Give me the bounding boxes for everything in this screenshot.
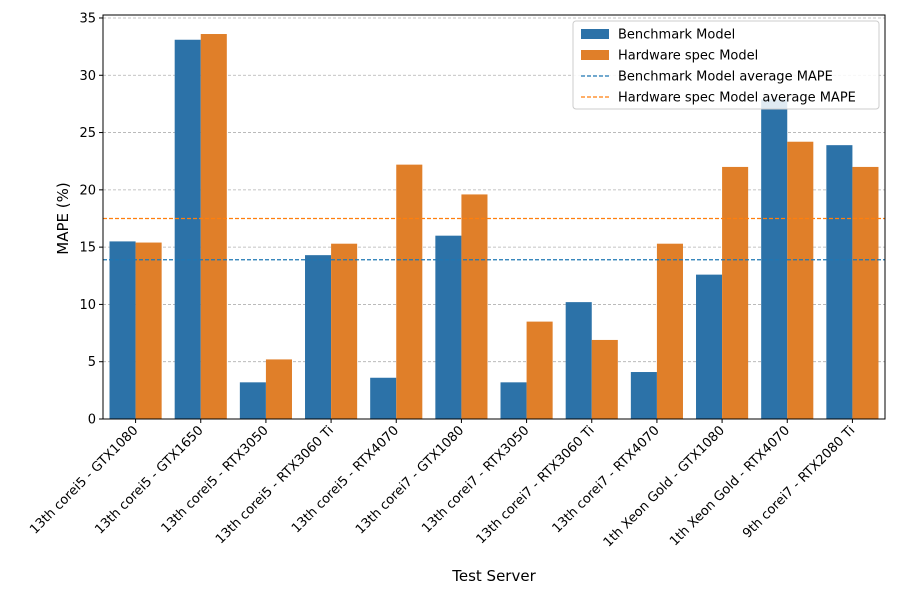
grid-lines <box>103 17 885 420</box>
bar-benchmark <box>630 372 657 419</box>
x-tick-label: 13th corei5 - GTX1080 <box>27 423 141 537</box>
legend-label: Hardware spec Model average MAPE <box>618 91 856 106</box>
bar-benchmark <box>565 302 592 419</box>
bar-hardware-spec <box>656 243 683 419</box>
y-tick-label: 5 <box>88 355 96 370</box>
bar-benchmark <box>435 235 462 419</box>
legend-label: Hardware spec Model <box>618 49 758 64</box>
legend-swatch <box>581 29 609 39</box>
x-tick-label: 9th corei7 - RTX2080 Ti <box>740 423 858 541</box>
bar-benchmark <box>826 145 853 419</box>
reference-lines <box>103 217 885 261</box>
x-tick-label: 13th corei5 - GTX1650 <box>92 423 206 537</box>
x-tick-label: 13th corei7 - RTX3060 Ti <box>474 423 598 547</box>
bar-hardware-spec <box>526 321 553 419</box>
bar-benchmark <box>109 241 136 419</box>
y-tick-label: 0 <box>88 413 96 428</box>
bar-hardware-spec <box>591 339 618 419</box>
y-tick-label: 30 <box>79 69 96 84</box>
legend-box <box>572 20 880 110</box>
plot-frame <box>102 14 886 420</box>
legend-label: Benchmark Model <box>618 28 735 43</box>
x-axis-label: Test Server <box>451 567 536 585</box>
legend-label: Benchmark Model average MAPE <box>618 70 833 85</box>
bar-benchmark <box>239 382 266 419</box>
bars <box>109 34 879 420</box>
y-axis: 0 5 10 15 20 25 30 35 <box>79 11 103 428</box>
y-tick-label: 35 <box>79 11 96 26</box>
x-tick-label: 13th corei7 - RTX4070 <box>550 423 663 536</box>
legend-swatch <box>581 50 609 60</box>
y-tick-label: 10 <box>79 298 96 313</box>
y-tick-label: 25 <box>79 126 96 141</box>
bar-hardware-spec <box>265 359 292 419</box>
bar-benchmark <box>370 377 397 419</box>
bar-hardware-spec <box>135 242 162 419</box>
bar-hardware-spec <box>722 166 749 419</box>
bar-benchmark <box>305 255 332 419</box>
bar-benchmark <box>500 382 527 419</box>
bar-benchmark <box>696 274 723 419</box>
bar-hardware-spec <box>852 166 879 419</box>
x-tick-label: 13th corei5 - RTX4070 <box>289 423 402 536</box>
bar-hardware-spec <box>461 194 488 419</box>
x-tick-label: 1th Xeon Gold - RTX4070 <box>667 423 793 549</box>
x-tick-label: 13th corei7 - RTX3050 <box>419 423 532 536</box>
y-tick-label: 15 <box>79 241 96 256</box>
bar-benchmark <box>174 39 201 420</box>
bar-hardware-spec <box>331 243 358 419</box>
y-tick-label: 20 <box>79 183 96 198</box>
y-axis-label: MAPE (%) <box>54 182 72 254</box>
x-tick-label: 13th corei5 - RTX3060 Ti <box>213 423 337 547</box>
bar-hardware-spec <box>787 141 814 419</box>
x-tick-label: 13th corei7 - GTX1080 <box>353 423 467 537</box>
legend: Benchmark Model Hardware spec Model Benchm… <box>572 20 880 110</box>
bar-hardware-spec <box>200 34 227 420</box>
bar-hardware-spec <box>396 164 423 419</box>
x-tick-label: 1th Xeon Gold - GTX1080 <box>601 423 728 550</box>
x-tick-label: 13th corei5 - RTX3050 <box>159 423 272 536</box>
